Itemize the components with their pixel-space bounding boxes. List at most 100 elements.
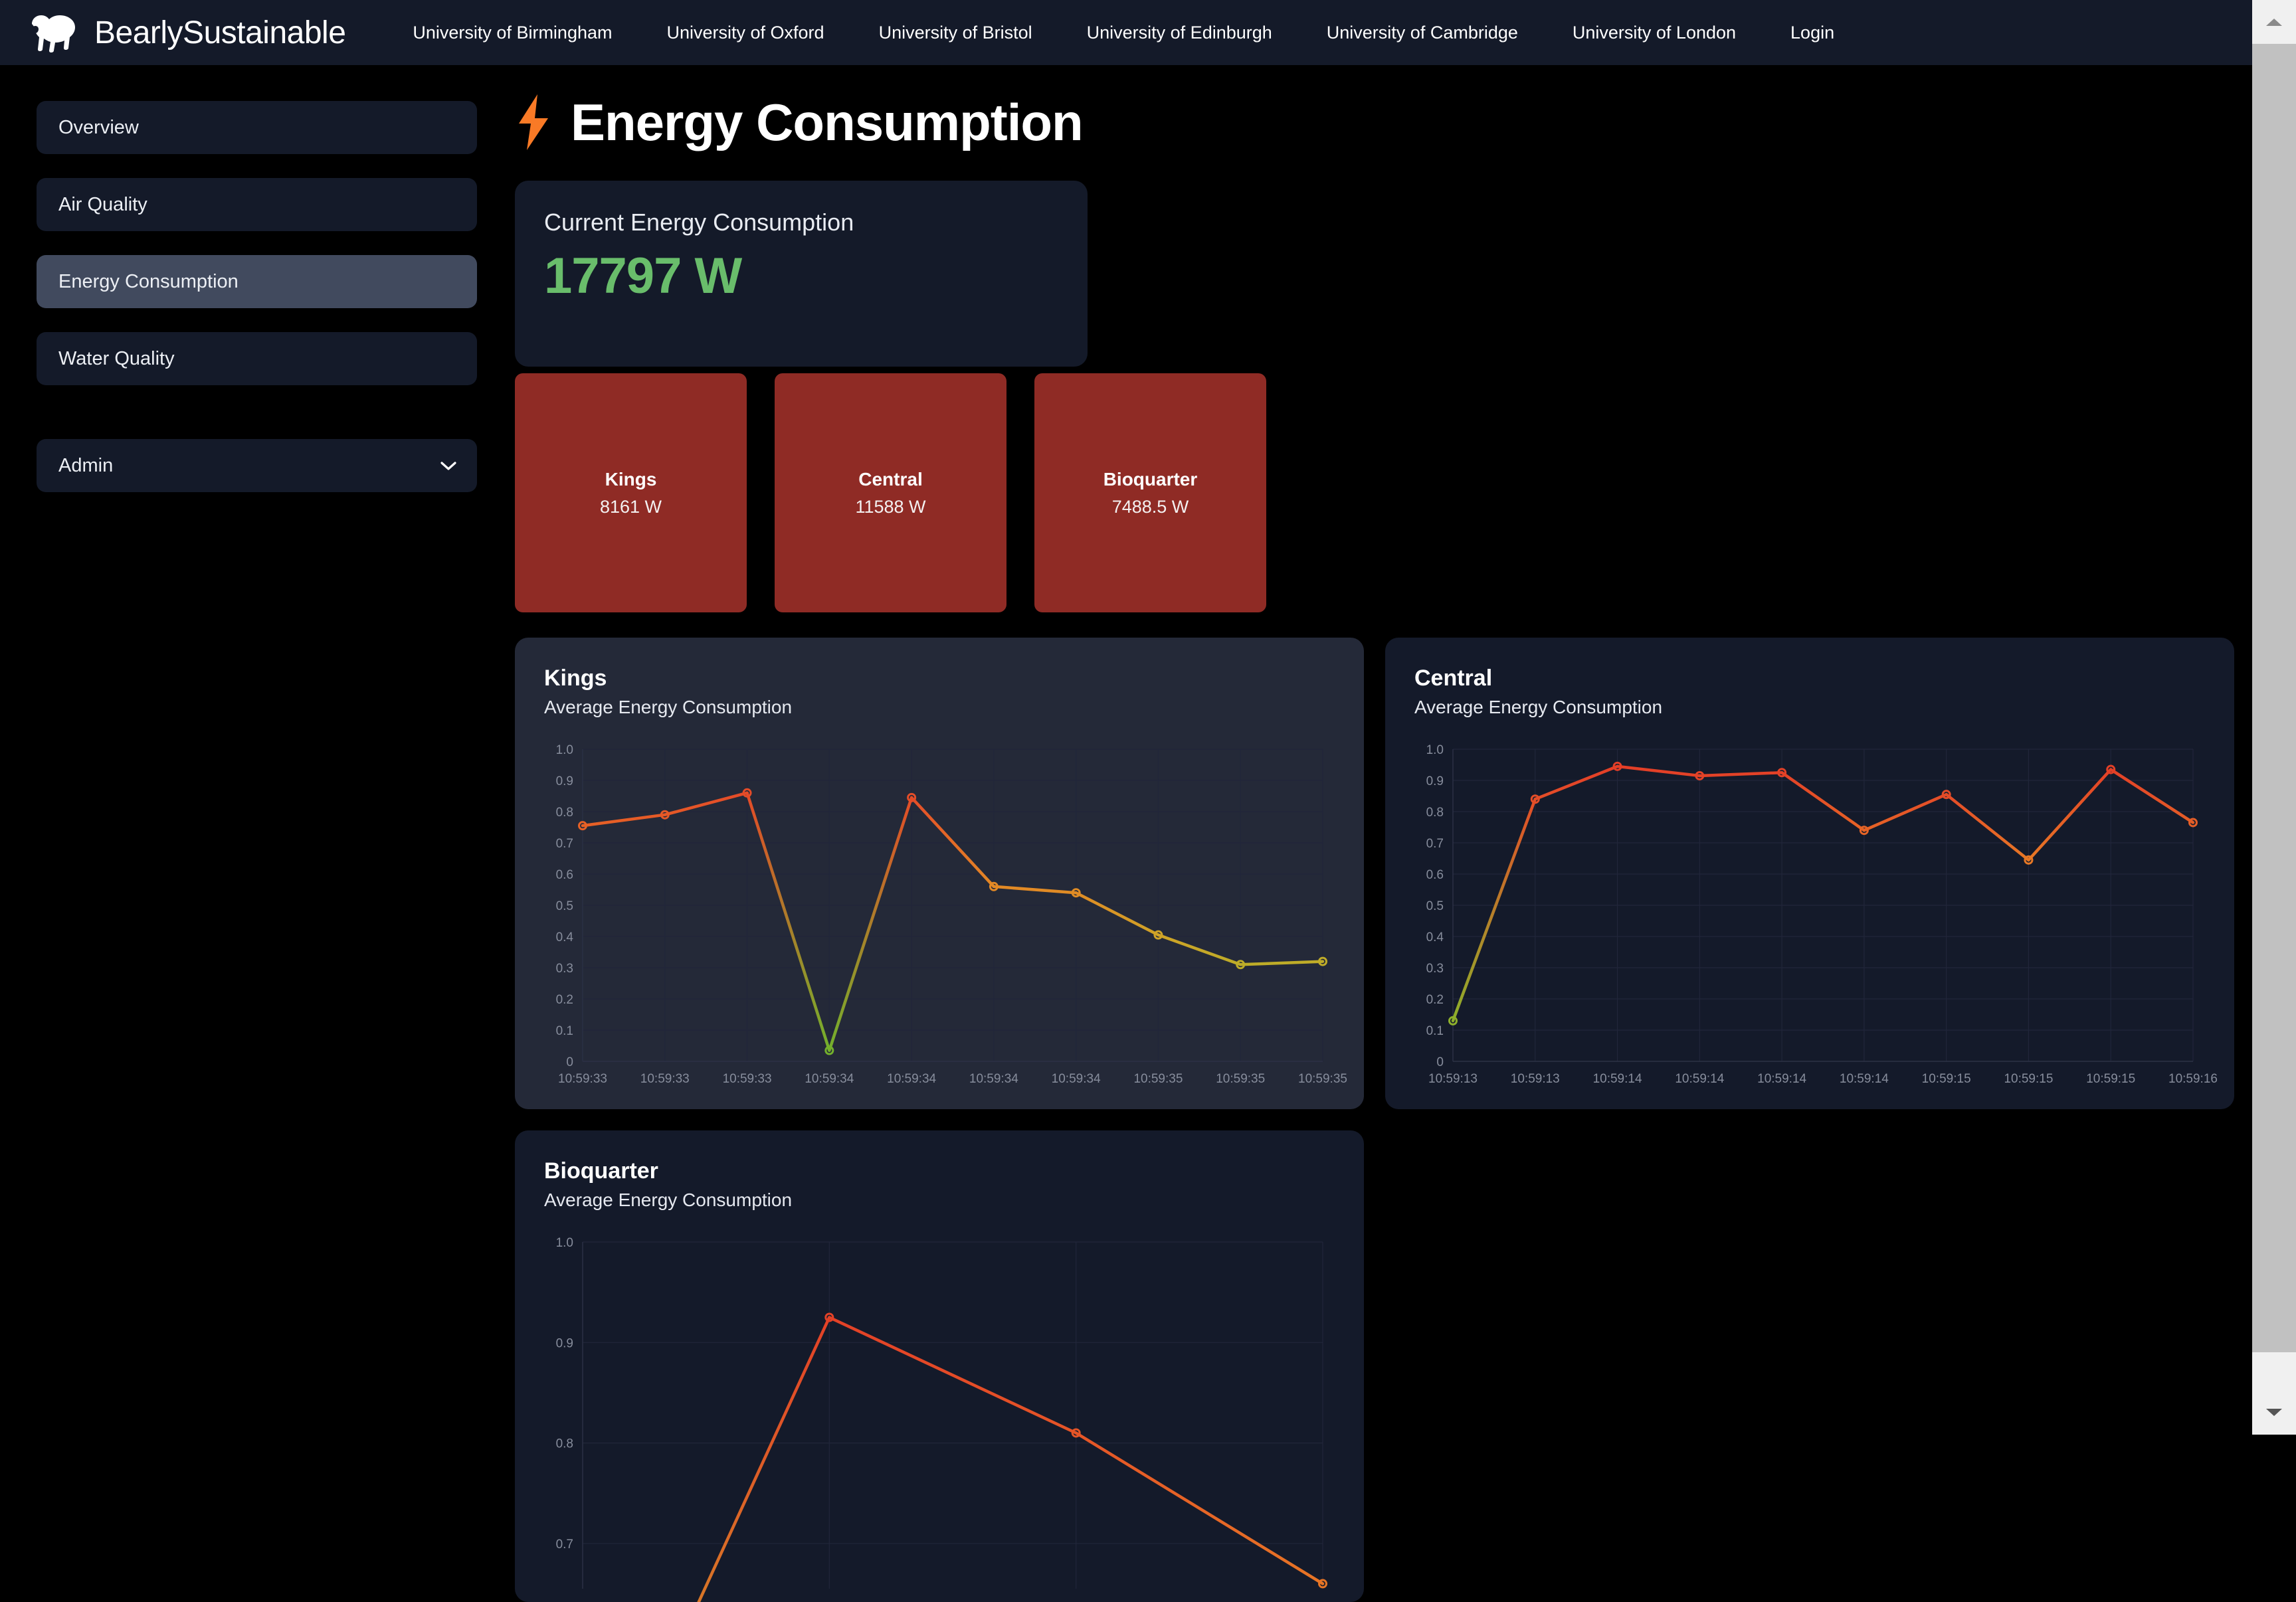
nav-links: University of Birmingham University of O… — [385, 0, 1862, 65]
svg-text:0.8: 0.8 — [556, 806, 573, 820]
svg-text:10:59:13: 10:59:13 — [1428, 1072, 1478, 1086]
svg-text:1.0: 1.0 — [1426, 743, 1444, 757]
svg-text:0.8: 0.8 — [556, 1437, 573, 1451]
svg-text:0: 0 — [1436, 1055, 1444, 1069]
svg-text:0.8: 0.8 — [1426, 806, 1444, 820]
sidebar-spacer — [37, 409, 477, 439]
nav-link-login[interactable]: Login — [1790, 23, 1835, 43]
stat-card-name: Kings — [605, 468, 657, 490]
brand-logo[interactable]: BearlySustainable — [27, 12, 346, 53]
sidebar-item-label: Energy Consumption — [58, 270, 239, 292]
current-consumption-value: 17797 W — [544, 248, 742, 304]
chart-plot-central: 1.0 0.9 0.8 0.7 0.6 0.5 0.4 0.3 0.2 0.1 0 10:59:13 1… — [1414, 743, 2218, 1096]
svg-text:0.7: 0.7 — [556, 837, 573, 851]
svg-text:1.0: 1.0 — [556, 743, 573, 757]
svg-text:10:59:35: 10:59:35 — [1298, 1072, 1347, 1086]
scrollbar-down-button[interactable] — [2252, 1391, 2296, 1435]
svg-text:10:59:14: 10:59:14 — [1675, 1072, 1724, 1086]
chart-title: Central — [1414, 666, 1493, 691]
svg-text:0.5: 0.5 — [556, 899, 573, 913]
nav-link-london[interactable]: University of London — [1572, 23, 1737, 43]
main-content: Energy Consumption Current Energy Consum… — [515, 65, 2252, 1602]
chevron-down-icon — [440, 462, 456, 470]
chart-subtitle: Average Energy Consumption — [544, 1190, 793, 1210]
nav-link-edinburgh[interactable]: University of Edinburgh — [1086, 23, 1272, 43]
page-title: Energy Consumption — [571, 93, 1084, 151]
site-stat-cards: Kings 8161 W Central 11588 W Bioquarter … — [515, 373, 2252, 612]
stat-card-name: Bioquarter — [1103, 468, 1198, 490]
svg-text:10:59:35: 10:59:35 — [1133, 1072, 1183, 1086]
svg-text:10:59:34: 10:59:34 — [969, 1072, 1018, 1086]
chart-card-kings[interactable]: Kings Average Energy Consumption 1.0 0.9 0… — [515, 638, 1364, 1109]
svg-text:10:59:35: 10:59:35 — [1216, 1072, 1265, 1086]
svg-text:10:59:15: 10:59:15 — [2086, 1072, 2135, 1086]
chart-subtitle: Average Energy Consumption — [544, 697, 793, 717]
scrollbar-thumb[interactable] — [2252, 44, 2296, 1352]
svg-text:10:59:14: 10:59:14 — [1757, 1072, 1806, 1086]
chart-plot-bioquarter: 1.0 0.9 0.8 0.7 — [544, 1236, 1335, 1602]
stat-card-central[interactable]: Central 11588 W — [775, 373, 1006, 612]
svg-text:0: 0 — [566, 1055, 573, 1069]
svg-text:10:59:34: 10:59:34 — [1052, 1072, 1101, 1086]
svg-text:10:59:33: 10:59:33 — [723, 1072, 772, 1086]
chart-card-bioquarter[interactable]: Bioquarter Average Energy Consumption 1.… — [515, 1130, 1364, 1602]
stat-card-bioquarter[interactable]: Bioquarter 7488.5 W — [1034, 373, 1266, 612]
sidebar-item-label: Overview — [58, 116, 139, 138]
svg-text:0.6: 0.6 — [1426, 868, 1444, 882]
svg-text:1.0: 1.0 — [556, 1236, 573, 1250]
sidebar-item-label: Air Quality — [58, 193, 147, 215]
stat-card-value: 11588 W — [855, 496, 926, 517]
nav-link-birmingham[interactable]: University of Birmingham — [413, 23, 613, 43]
sidebar-item-overview[interactable]: Overview — [37, 101, 477, 154]
page-body: Overview Air Quality Energy Consumption … — [0, 65, 2252, 1602]
sidebar-item-label: Water Quality — [58, 347, 175, 369]
svg-text:0.3: 0.3 — [1426, 962, 1444, 976]
sidebar-item-energy-consumption[interactable]: Energy Consumption — [37, 255, 477, 308]
chart-title: Kings — [544, 666, 607, 691]
nav-link-bristol[interactable]: University of Bristol — [878, 23, 1032, 43]
nav-link-oxford[interactable]: University of Oxford — [666, 23, 824, 43]
current-consumption-card: Current Energy Consumption 17797 W — [515, 181, 1088, 367]
svg-text:0.1: 0.1 — [556, 1024, 573, 1038]
sidebar-admin-dropdown[interactable]: Admin — [37, 439, 477, 492]
svg-text:0.4: 0.4 — [1426, 931, 1444, 944]
chart-grid: Kings Average Energy Consumption 1.0 0.9 0… — [515, 638, 2252, 1602]
svg-text:0.2: 0.2 — [1426, 993, 1444, 1007]
svg-text:10:59:15: 10:59:15 — [2004, 1072, 2053, 1086]
chart-subtitle: Average Energy Consumption — [1414, 697, 1663, 717]
sidebar-item-water-quality[interactable]: Water Quality — [37, 332, 477, 385]
sidebar: Overview Air Quality Energy Consumption … — [37, 101, 477, 492]
stat-card-value: 8161 W — [599, 496, 662, 517]
caret-down-icon — [2266, 1409, 2282, 1416]
svg-text:0.9: 0.9 — [556, 1336, 573, 1350]
page-scrollbar[interactable] — [2252, 0, 2296, 1435]
svg-text:10:59:14: 10:59:14 — [1593, 1072, 1642, 1086]
nav-link-cambridge[interactable]: University of Cambridge — [1326, 23, 1518, 43]
chart-title: Bioquarter — [544, 1158, 658, 1184]
svg-text:0.3: 0.3 — [556, 962, 573, 976]
chart-plot-kings: 1.0 0.9 0.8 0.7 0.6 0.5 0.4 0.3 0.2 0.1 0 10:59:33 1… — [544, 743, 1347, 1096]
scrollbar-up-button[interactable] — [2252, 0, 2296, 44]
caret-up-icon — [2266, 19, 2282, 26]
svg-text:0.2: 0.2 — [556, 993, 573, 1007]
page-header: Energy Consumption — [515, 94, 2252, 150]
svg-text:10:59:14: 10:59:14 — [1840, 1072, 1889, 1086]
chart-card-central[interactable]: Central Average Energy Consumption 1.0 0.… — [1385, 638, 2234, 1109]
svg-text:0.9: 0.9 — [1426, 774, 1444, 788]
svg-text:10:59:34: 10:59:34 — [805, 1072, 854, 1086]
svg-text:0.7: 0.7 — [556, 1538, 573, 1552]
current-consumption-label: Current Energy Consumption — [544, 209, 854, 236]
stat-card-kings[interactable]: Kings 8161 W — [515, 373, 747, 612]
svg-text:10:59:15: 10:59:15 — [1922, 1072, 1971, 1086]
sidebar-item-air-quality[interactable]: Air Quality — [37, 178, 477, 231]
svg-text:0.5: 0.5 — [1426, 899, 1444, 913]
svg-text:0.9: 0.9 — [556, 774, 573, 788]
svg-text:10:59:33: 10:59:33 — [558, 1072, 607, 1086]
svg-text:0.7: 0.7 — [1426, 837, 1444, 851]
svg-text:0.6: 0.6 — [556, 868, 573, 882]
svg-text:0.4: 0.4 — [556, 931, 574, 944]
svg-text:10:59:34: 10:59:34 — [887, 1072, 936, 1086]
lightning-bolt-icon — [519, 94, 548, 150]
polar-bear-icon — [32, 15, 75, 52]
sidebar-admin-label: Admin — [58, 454, 114, 476]
